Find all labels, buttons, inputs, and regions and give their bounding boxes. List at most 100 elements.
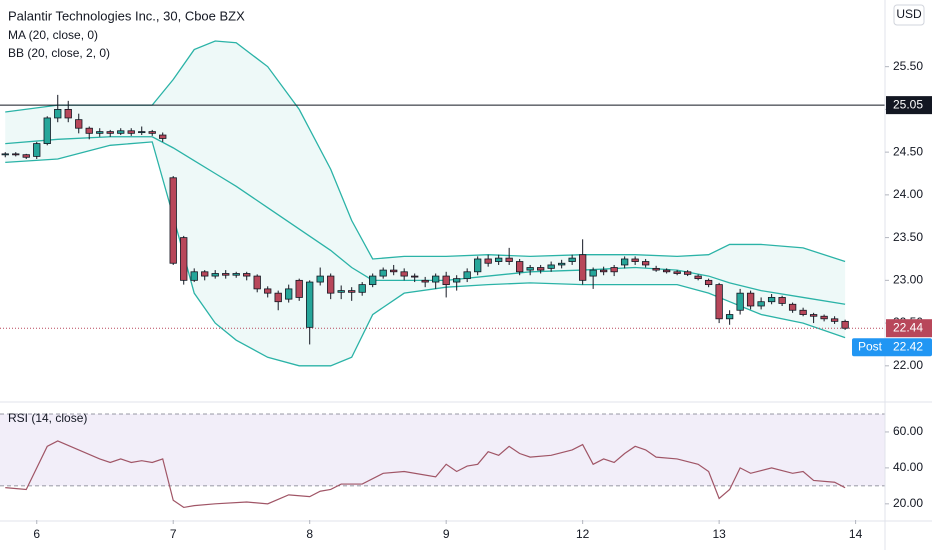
candle-body [222,273,230,276]
y-tick-label: 23.00 [893,273,923,287]
candle-body [736,292,744,311]
post-name: Post [858,339,883,353]
band-upper [5,40,846,263]
candle-body [1,153,9,156]
hline-label-box [886,96,932,115]
plot-layer [0,40,885,509]
y-tick-label: 24.50 [893,144,923,158]
candle-body [694,275,702,280]
candle-body [232,273,240,276]
candle-body [778,297,786,304]
candle-body [138,131,146,134]
x-tick-label: 7 [170,527,177,541]
candle-body [516,261,524,273]
candle-body [631,258,639,262]
candle-body [390,269,398,273]
y-tick-label: 23.50 [893,230,923,244]
candle-body [547,264,555,269]
candle-body [442,275,450,286]
candle-body [43,117,51,144]
candle-body [75,119,83,129]
candle-body [673,271,681,274]
x-tick-label: 8 [306,527,313,541]
candle-body [662,269,671,273]
candle-body [169,177,177,264]
candle-body [641,261,650,266]
candle-body [820,315,828,320]
x-tick-label: 12 [576,527,590,541]
candle-body [211,273,219,277]
candle-body [683,271,692,275]
currency-label: USD [896,7,922,21]
post-price: 22.42 [893,339,923,353]
candle-body [400,271,408,277]
candle-body [316,275,324,283]
candle-body [841,320,849,329]
rsi-tick-label: 60.00 [893,424,923,438]
candle-body [159,134,167,139]
candle-body [589,269,597,277]
candle-body [809,314,818,317]
candle-body [799,309,807,315]
candle-body [767,297,776,303]
rsi-title: RSI (14, close) [8,411,87,425]
candle-body [558,262,566,266]
candle-body [358,284,366,293]
candle-body [285,288,293,300]
candle-body [33,143,41,157]
candle-body [484,258,492,264]
x-tick-label: 6 [33,527,40,541]
candle-body [253,275,261,290]
candle-body [474,258,482,273]
currency-box[interactable] [893,4,925,26]
post-box [852,338,932,357]
last-price-box [886,319,932,338]
rsi-band [0,413,885,486]
candle-body [379,269,387,277]
candle-body [243,273,251,277]
candle-body [725,314,734,320]
candle-body [64,109,72,119]
candle-body [148,131,156,134]
candle-body [495,257,503,262]
candle-body [127,130,135,134]
candle-body [704,279,713,286]
candle-body [295,279,303,298]
candle-body [610,267,618,273]
candle-body [578,254,587,281]
candle-body [106,131,114,134]
candle-body [348,290,356,293]
candle-body [421,279,429,283]
candle-body [96,131,104,134]
candle-body [788,303,797,311]
y-tick-label: 24.00 [893,187,923,201]
candle-body [526,267,534,271]
candle-body [180,237,188,281]
candle-body [369,275,377,286]
candle-body [453,278,461,283]
candle-body [757,301,765,307]
hline-label: 25.05 [893,97,923,111]
candle-body [830,318,839,322]
candle-body [599,269,608,273]
candle-body [652,267,660,271]
indicator-label: BB (20, close, 2, 0) [8,46,110,60]
candle-body [264,288,272,294]
x-tick-label: 14 [849,527,863,541]
candle-body [537,267,545,271]
y-tick-label: 22.00 [893,358,923,372]
candle-body [201,271,209,277]
candle-body [505,257,513,262]
rsi-tick-label: 40.00 [893,460,923,474]
chart-title: Palantir Technologies Inc., 30, Cboe BZX [8,8,245,23]
candle-body [463,271,471,280]
last-price-label: 22.44 [893,320,923,334]
x-tick-label: 13 [712,527,726,541]
rsi-line [5,440,846,509]
label-layer: 22.0022.5023.0023.5024.0024.5025.0025.50… [33,59,932,541]
candle-body [411,275,419,278]
candle-body [327,275,335,294]
candle-body [190,271,198,281]
x-tick-label: 9 [443,527,450,541]
